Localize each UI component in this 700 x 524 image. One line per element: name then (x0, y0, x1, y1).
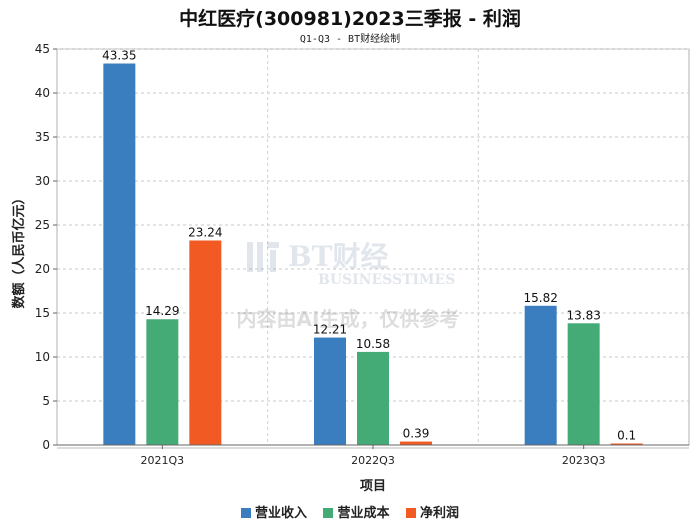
watermark-logo-sub: BUSINESSTIMES (318, 272, 455, 288)
data-label: 0.39 (403, 427, 430, 441)
legend-swatch (406, 508, 417, 518)
y-tick-label: 30 (35, 174, 50, 188)
bar (610, 443, 643, 445)
data-label: 10.58 (356, 337, 390, 351)
bar (524, 305, 557, 445)
legend: 营业收入 营业成本 净利润 (0, 502, 700, 521)
y-tick-label: 5 (42, 394, 50, 408)
data-label: 13.83 (566, 308, 600, 322)
data-label: 15.82 (523, 291, 557, 305)
legend-item-net-profit: 净利润 (406, 502, 459, 521)
x-tick-label: 2021Q3 (141, 454, 185, 467)
bar (189, 240, 222, 445)
y-tick-label: 10 (35, 350, 50, 364)
legend-label: 营业成本 (337, 506, 390, 521)
bar (400, 441, 432, 445)
y-tick-label: 25 (35, 218, 50, 232)
y-tick-label: 15 (35, 306, 50, 320)
data-label: 43.35 (102, 49, 136, 63)
x-tick-label: 2022Q3 (351, 454, 395, 467)
legend-label: 净利润 (420, 506, 460, 521)
watermark-notice: 内容由AI生成，仅供参考 (237, 307, 460, 331)
bar (146, 319, 179, 445)
bar (103, 63, 136, 446)
legend-swatch (240, 508, 251, 518)
y-tick-label: 0 (42, 438, 50, 452)
data-label: 14.29 (145, 304, 179, 318)
bar (357, 351, 389, 445)
watermark-logo: BT财经 (288, 240, 389, 273)
bar (314, 337, 346, 445)
legend-swatch (323, 508, 334, 518)
legend-label: 营业收入 (254, 506, 307, 521)
data-label: 23.24 (188, 225, 222, 239)
y-tick-label: 45 (35, 42, 50, 56)
y-tick-label: 40 (35, 86, 50, 100)
data-label: 12.21 (313, 323, 347, 337)
y-tick-label: 35 (35, 130, 50, 144)
chart-subtitle: Q1-Q3 - BT财经绘制 (299, 34, 401, 45)
bar (567, 323, 600, 445)
bt-logo-icon (247, 242, 279, 272)
legend-item-revenue: 营业收入 (240, 502, 307, 521)
x-axis-label: 项目 (360, 479, 386, 494)
legend-item-cost: 营业成本 (323, 502, 390, 521)
data-label: 0.1 (617, 429, 636, 443)
y-tick-label: 20 (35, 262, 50, 276)
x-tick-label: 2023Q3 (562, 454, 606, 467)
chart-title: 中红医疗(300981)2023三季报 - 利润 (179, 8, 521, 30)
y-axis-label: 数额（人民币亿元） (11, 191, 27, 308)
